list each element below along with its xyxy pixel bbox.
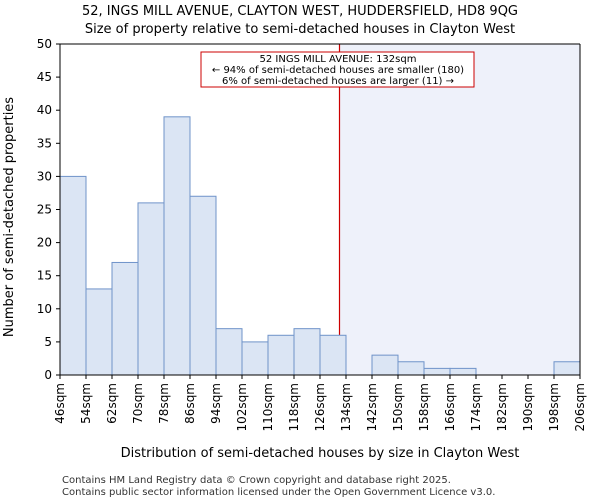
bar-118sqm: [293, 328, 321, 376]
x-axis-label: Distribution of semi-detached houses by …: [121, 446, 520, 461]
plot-area: [338, 44, 580, 375]
x-tick-label: 46sqm: [53, 383, 67, 424]
x-tick-label: 166sqm: [443, 383, 457, 431]
x-tick-label: 206sqm: [573, 383, 587, 431]
bar-54sqm: [85, 288, 113, 376]
x-tick-label: 78sqm: [157, 383, 171, 424]
bar-86sqm: [189, 195, 217, 376]
chart-title: 52, INGS MILL AVENUE, CLAYTON WEST, HUDD…: [82, 4, 518, 19]
bar-198sqm: [553, 361, 581, 376]
bar-94sqm: [215, 328, 243, 376]
annotation-line-3: 6% of semi-detached houses are larger (1…: [222, 76, 454, 87]
bar-110sqm: [267, 334, 295, 376]
bar-78sqm: [163, 116, 191, 376]
bar-158sqm: [423, 367, 451, 376]
y-tick-label: 10: [37, 302, 52, 316]
axes: 0 5 10 15 20 25 30 35 40 45 50 46sqm 54sqm 62sqm 70sqm…: [37, 37, 587, 431]
y-tick-label: 35: [37, 136, 52, 150]
y-tick-label: 20: [37, 236, 52, 250]
y-tick-label: 45: [37, 70, 52, 84]
x-tick-label: 134sqm: [339, 383, 353, 431]
annotation: 52 INGS MILL AVENUE: 132sqm ← 94% of sem…: [200, 51, 475, 88]
chart-subtitle: Size of property relative to semi-detach…: [85, 22, 515, 37]
bar-70sqm: [137, 202, 165, 376]
x-tick-label: 198sqm: [547, 383, 561, 431]
bar-150sqm: [397, 361, 425, 376]
annotation-line-2: ← 94% of semi-detached houses are smalle…: [212, 65, 464, 76]
bar-142sqm: [371, 354, 399, 376]
x-tick-label: 174sqm: [469, 383, 483, 431]
x-tick-label: 102sqm: [235, 383, 249, 431]
y-axis-label: Number of semi-detached properties: [2, 97, 17, 337]
x-tick-label: 110sqm: [261, 383, 275, 431]
bar-62sqm: [111, 261, 139, 376]
bar-46sqm: [59, 175, 87, 376]
y-tick-label: 40: [37, 103, 52, 117]
y-tick-label: 25: [37, 203, 52, 217]
annotation-box: [200, 51, 475, 88]
footer-line-2: Contains public sector information licen…: [62, 487, 495, 498]
y-tick-label: 5: [44, 335, 52, 349]
x-tick-label: 86sqm: [183, 383, 197, 424]
footer-line-1: Contains HM Land Registry data © Crown c…: [62, 475, 451, 486]
x-tick-label: 54sqm: [79, 383, 93, 424]
x-tick-label: 118sqm: [287, 383, 301, 431]
x-tick-label: 158sqm: [417, 383, 431, 431]
x-tick-label: 182sqm: [495, 383, 509, 431]
bar-102sqm: [241, 341, 269, 376]
y-tick-label: 0: [44, 368, 52, 382]
x-tick-label: 190sqm: [521, 383, 535, 431]
y-tick-label: 50: [37, 37, 52, 51]
y-tick-label: 30: [37, 169, 52, 183]
x-tick-label: 142sqm: [365, 383, 379, 431]
bar-126sqm: [319, 334, 347, 376]
annotation-line-1: 52 INGS MILL AVENUE: 132sqm: [260, 54, 417, 65]
x-tick-label: 70sqm: [131, 383, 145, 424]
bar-166sqm: [449, 367, 477, 376]
y-tick-label: 15: [37, 269, 52, 283]
x-tick-label: 62sqm: [105, 383, 119, 424]
larger-region: [339, 44, 580, 375]
x-tick-label: 94sqm: [209, 383, 223, 424]
x-tick-label: 150sqm: [391, 383, 405, 431]
x-tick-label: 126sqm: [313, 383, 327, 431]
